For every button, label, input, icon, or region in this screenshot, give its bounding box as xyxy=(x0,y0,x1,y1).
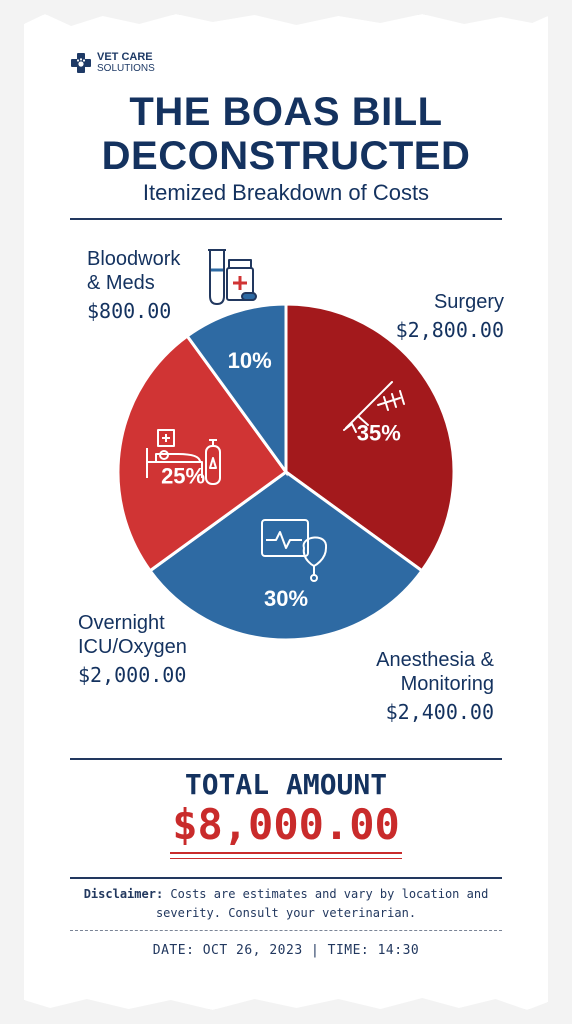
total-label: TOTAL AMOUNT xyxy=(184,768,388,801)
brand-logo: VET CARE SOLUTIONS xyxy=(70,52,155,74)
hospital-bed-oxygen-tank-icon xyxy=(146,429,221,485)
slice-name-icu-line2: ICU/Oxygen xyxy=(78,636,187,658)
slice-name-anesthesia-line2: Monitoring xyxy=(400,673,494,695)
test-tube-pill-bottle-icon xyxy=(208,249,257,305)
slice-label-surgery: Surgery $2,800.00 xyxy=(380,290,504,342)
slice-label-anesthesia: Anesthesia & Monitoring $2,400.00 xyxy=(330,648,494,724)
slice-label-icu: Overnight ICU/Oxygen $2,000.00 xyxy=(78,611,187,687)
slice-amount-bloodwork: $800.00 xyxy=(87,299,172,323)
pie-pct-surgery: 35% xyxy=(357,421,401,446)
pie-pct-anesthesia: 30% xyxy=(264,586,308,611)
disclaimer-label: Disclaimer: xyxy=(83,887,164,901)
disclaimer-text: Costs are estimates and vary by location… xyxy=(155,887,489,920)
pie-slice-bloodwork xyxy=(185,302,288,477)
footer-divider xyxy=(70,877,502,879)
slice-name-bloodwork-line1: Bloodwork xyxy=(87,248,181,270)
page-title-line2: DECONSTRUCTED xyxy=(101,134,471,178)
paw-cross-icon xyxy=(71,53,91,73)
monitor-oxygen-mask-icon xyxy=(261,519,328,582)
slice-amount-anesthesia: $2,400.00 xyxy=(385,700,494,724)
total-divider-top xyxy=(70,758,502,760)
pie-pct-icu: 25% xyxy=(161,464,205,489)
page-subtitle: Itemized Breakdown of Costs xyxy=(142,180,430,205)
pie-slice-surgery xyxy=(284,302,456,573)
slice-name-icu-line1: Overnight xyxy=(78,612,165,634)
brand-name-line1: VET CARE xyxy=(97,51,153,63)
slice-name-anesthesia-line1: Anesthesia & xyxy=(376,649,494,671)
receipt-datetime: DATE: OCT 26, 2023 | TIME: 14:30 xyxy=(152,943,420,958)
slice-name-surgery: Surgery xyxy=(433,291,504,313)
total-underline-2 xyxy=(170,858,402,859)
slice-name-bloodwork-line2: & Meds xyxy=(87,272,155,294)
header-divider xyxy=(70,218,502,220)
pie-pct-bloodwork: 10% xyxy=(228,348,272,373)
brand-name-line2: SOLUTIONS xyxy=(97,63,155,74)
slice-amount-icu: $2,000.00 xyxy=(78,663,187,687)
slice-amount-surgery: $2,800.00 xyxy=(395,318,504,342)
slice-label-bloodwork: Bloodwork & Meds $800.00 xyxy=(87,247,180,323)
pie-slice-icu xyxy=(116,333,289,573)
page-title-line1: THE BOAS BILL xyxy=(129,90,443,134)
dashed-divider xyxy=(70,930,502,931)
total-amount: $8,000.00 xyxy=(172,800,400,849)
disclaimer: Disclaimer: Costs are estimates and vary… xyxy=(60,885,512,923)
total-underline-1 xyxy=(170,852,402,854)
scalpel-sutures-icon xyxy=(343,381,405,433)
